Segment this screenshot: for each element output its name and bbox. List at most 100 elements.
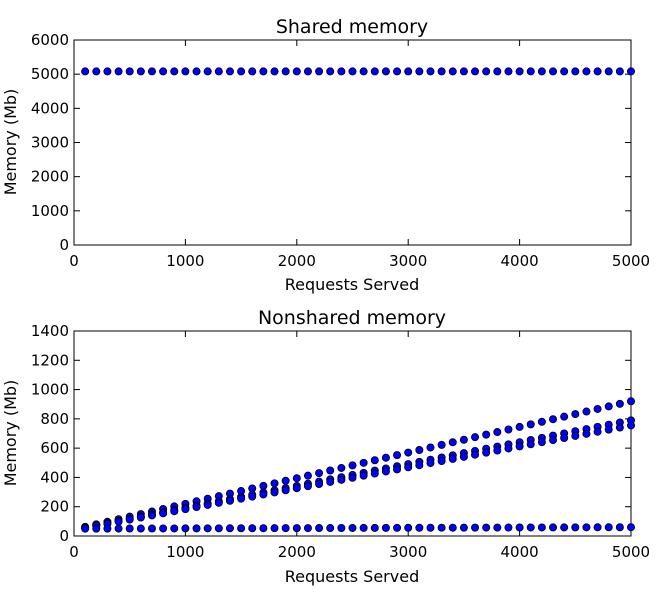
data-point [471, 433, 480, 442]
data-point [393, 451, 402, 460]
data-point [81, 524, 90, 533]
data-point [560, 67, 569, 76]
data-point [81, 67, 90, 76]
y-tick-label: 0 [59, 527, 69, 545]
x-tick-label: 0 [69, 252, 79, 270]
data-point [515, 523, 524, 532]
data-point [515, 67, 524, 76]
data-point [526, 67, 535, 76]
data-point [515, 422, 524, 431]
data-point [337, 523, 346, 532]
data-point [303, 482, 312, 491]
data-point [147, 67, 156, 76]
data-point [303, 524, 312, 533]
x-tick-label: 4000 [501, 252, 539, 270]
data-point [259, 490, 268, 499]
data-point [426, 443, 435, 452]
data-point [593, 404, 602, 413]
data-point [604, 402, 613, 411]
chart-title: Shared memory [276, 16, 428, 38]
data-point [125, 515, 134, 524]
data-point [437, 440, 446, 449]
data-point [359, 67, 368, 76]
data-point [225, 67, 234, 76]
x-tick-label: 3000 [389, 252, 427, 270]
x-axis-label: Requests Served [285, 567, 419, 586]
data-point [448, 454, 457, 463]
data-point [604, 425, 613, 434]
data-point [348, 523, 357, 532]
data-point [582, 523, 591, 532]
data-point [537, 417, 546, 426]
data-point [259, 481, 268, 490]
data-point [192, 67, 201, 76]
data-point [125, 524, 134, 533]
y-tick-label: 600 [40, 439, 69, 457]
data-point [571, 431, 580, 440]
data-point [170, 507, 179, 516]
data-point [627, 523, 636, 532]
data-point [159, 67, 168, 76]
x-tick-label: 1000 [166, 252, 204, 270]
data-point [237, 67, 246, 76]
data-point [348, 461, 357, 470]
data-point [381, 523, 390, 532]
data-point [125, 67, 134, 76]
data-point [404, 463, 413, 472]
data-point [549, 415, 558, 424]
y-tick-label: 1200 [31, 351, 69, 369]
data-point [526, 420, 535, 429]
x-tick-label: 3000 [389, 543, 427, 561]
data-point [571, 523, 580, 532]
x-tick-label: 5000 [612, 252, 650, 270]
data-point [426, 459, 435, 468]
data-point [604, 67, 613, 76]
y-tick-label: 6000 [31, 31, 69, 49]
data-point [370, 469, 379, 478]
data-point [281, 67, 290, 76]
data-point [549, 67, 558, 76]
data-point [415, 67, 424, 76]
tick-group: 0 1000 2000 3000 4000 5000 0 200 400 600 800 1000 12… [31, 322, 650, 561]
data-point [571, 67, 580, 76]
y-tick-label: 1000 [31, 202, 69, 220]
data-point [582, 407, 591, 416]
data-point [359, 523, 368, 532]
data-point [426, 67, 435, 76]
data-point [315, 524, 324, 533]
data-point [214, 524, 223, 533]
data-point [114, 524, 123, 533]
data-point [326, 524, 335, 533]
data-point [315, 469, 324, 478]
data-point [103, 67, 112, 76]
data-point [248, 524, 257, 533]
data-point [370, 456, 379, 465]
data-point [203, 67, 212, 76]
data-point [303, 67, 312, 76]
data-point [370, 523, 379, 532]
data-point [560, 523, 569, 532]
data-point [560, 412, 569, 421]
data-point [147, 524, 156, 533]
data-point [214, 498, 223, 507]
data-point [348, 473, 357, 482]
data-point [404, 67, 413, 76]
y-tick-label: 400 [40, 468, 69, 486]
data-point [136, 513, 145, 522]
data-point [359, 458, 368, 467]
data-point [159, 509, 168, 518]
data-point [292, 474, 301, 483]
data-point [437, 457, 446, 466]
data-point [493, 67, 502, 76]
x-axis-label: Requests Served [285, 275, 419, 294]
data-point [393, 67, 402, 76]
data-point [426, 523, 435, 532]
y-tick-label: 1400 [31, 322, 69, 340]
chart-title: Nonshared memory [258, 307, 446, 329]
x-tick-label: 1000 [166, 543, 204, 561]
data-point [404, 448, 413, 457]
y-tick-label: 3000 [31, 134, 69, 152]
data-point [303, 471, 312, 480]
data-point [482, 448, 491, 457]
y-tick-label: 0 [59, 236, 69, 254]
